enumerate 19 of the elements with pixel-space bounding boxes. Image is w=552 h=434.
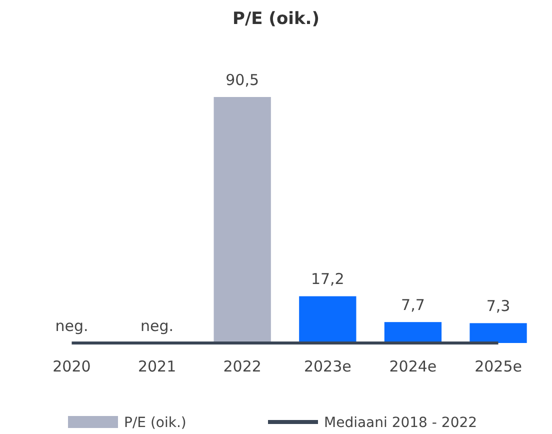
x-tick-label: 2025e [474, 358, 522, 376]
bar [470, 323, 527, 343]
data-label: 17,2 [310, 270, 344, 288]
data-label: 7,3 [486, 297, 510, 316]
legend-label: P/E (oik.) [124, 415, 186, 431]
x-tick-label: 2020 [52, 358, 91, 376]
bar [384, 322, 442, 343]
x-tick-label: 2023e [304, 358, 352, 376]
x-tick-label: 2022 [223, 358, 262, 376]
bar [299, 296, 356, 343]
x-tick-label: 2024e [389, 358, 437, 376]
text: neg. [55, 317, 88, 335]
data-label: 90,5 [226, 71, 260, 89]
bar [214, 97, 271, 343]
text: neg. [140, 317, 174, 335]
legend-label: Mediaani 2018 - 2022 [324, 415, 478, 431]
x-tick-label: 2021 [138, 358, 176, 376]
chart-title: P/E (oik.) [232, 9, 320, 29]
data-label: 7,7 [401, 296, 425, 314]
